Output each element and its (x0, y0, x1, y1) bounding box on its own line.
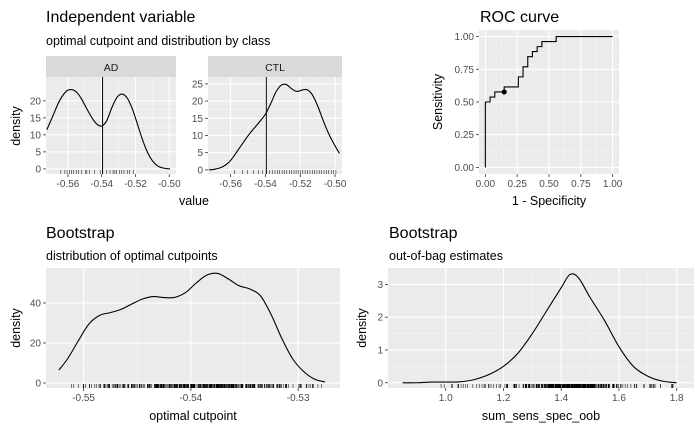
facet-ad-plot: -0.56 -0.54 -0.52 -0.50 0 5 10 15 20 (30, 77, 181, 190)
facet-ctl-plot: -0.56 -0.54 -0.52 -0.50 0 5 10 15 20 25 (192, 77, 347, 190)
facet-strip-ctl (208, 56, 342, 77)
y-tick-label: 0 (197, 165, 203, 176)
y-tick-label: 10 (192, 131, 204, 142)
chart-subtitle: distribution of optimal cutpoints (46, 249, 218, 263)
chart-subtitle: out-of-bag estimates (389, 249, 503, 263)
x-tick-label: -0.56 (57, 179, 80, 190)
y-tick-label: 0 (377, 378, 383, 389)
x-axis-title: value (179, 194, 209, 208)
x-axis-title: optimal cutpoint (149, 409, 237, 423)
x-tick-label: 1.0 (439, 393, 453, 404)
chart-title: Bootstrap (46, 225, 115, 242)
bootstrap-cutpoints-plot: -0.55 -0.54 -0.53 0 20 40 (30, 268, 340, 404)
x-tick-label: -0.56 (219, 179, 242, 190)
x-tick-label: -0.53 (287, 393, 310, 404)
x-tick-label: 1.00 (603, 179, 623, 190)
roc-plot: 0.00 0.25 0.50 0.75 1.00 0.00 0.25 0.50 0.75 1.00 (455, 30, 623, 190)
bootstrap-cutpoints-panel: Bootstrap distribution of optimal cutpoi… (9, 225, 340, 423)
x-tick-label: -0.52 (289, 179, 312, 190)
x-tick-label: -0.54 (254, 179, 277, 190)
x-tick-label: -0.50 (158, 179, 181, 190)
chart-subtitle: optimal cutpoint and distribution by cla… (46, 34, 270, 48)
y-axis-title: density (355, 307, 369, 347)
y-tick-label: 3 (377, 280, 383, 291)
x-axis-title: 1 - Specificity (512, 194, 587, 208)
x-tick-label: -0.52 (124, 179, 147, 190)
facet-ctl-plot-area (208, 77, 342, 174)
y-tick-label: 0 (35, 164, 41, 175)
x-tick-label: -0.54 (179, 393, 202, 404)
y-tick-label: 20 (30, 339, 42, 350)
bootstrap-cutpoints-plot-area (46, 268, 340, 388)
chart-title: Bootstrap (389, 225, 458, 242)
density-curve (46, 88, 171, 170)
x-tick-label: -0.50 (324, 179, 347, 190)
y-tick-label: 1 (377, 345, 383, 356)
optimal-cutpoint-point (501, 89, 507, 95)
x-tick-label: 1.4 (554, 393, 568, 404)
bootstrap-oob-panel: Bootstrap out-of-bag estimates 1.0 1.2 1.4… (355, 225, 694, 423)
y-axis-title: density (9, 307, 23, 347)
y-tick-label: 20 (192, 97, 204, 108)
x-tick-label: -0.55 (72, 393, 95, 404)
x-tick-label: 1.8 (670, 393, 684, 404)
bootstrap-oob-plot: 1.0 1.2 1.4 1.6 1.8 0 1 2 3 (377, 268, 694, 404)
x-tick-label: -0.54 (90, 179, 113, 190)
y-axis-title: Sensitivity (431, 73, 445, 130)
facet-strip-ctl-label: CTL (265, 62, 285, 74)
roc-curve-line (484, 36, 613, 168)
y-tick-label: 5 (197, 148, 203, 159)
y-tick-label: 10 (30, 130, 42, 141)
y-axis-title: density (9, 105, 23, 145)
x-tick-label: 0.00 (476, 179, 496, 190)
independent-variable-panel: Independent variable optimal cutpoint an… (9, 9, 347, 208)
y-tick-label: 0.50 (455, 98, 475, 109)
y-tick-label: 20 (30, 96, 42, 107)
y-tick-label: 25 (192, 79, 204, 90)
y-tick-label: 5 (35, 147, 41, 158)
x-tick-label: 0.25 (507, 179, 527, 190)
chart-title: ROC curve (480, 9, 559, 26)
chart-title: Independent variable (46, 9, 196, 26)
facet-strip-ad-label: AD (104, 62, 119, 74)
y-tick-label: 2 (377, 313, 383, 324)
facet-strip-ad (46, 56, 176, 77)
y-tick-label: 15 (30, 113, 42, 124)
density-curve (58, 272, 326, 383)
roc-curve-panel: ROC curve 0.00 0.25 0.50 0.75 1.000.000.250.… (431, 9, 623, 208)
y-tick-label: 0.75 (455, 65, 475, 76)
x-tick-label: 1.6 (612, 393, 626, 404)
y-tick-label: 40 (30, 299, 42, 310)
x-axis-title: sum_sens_spec_oob (482, 409, 600, 423)
density-curve (208, 83, 340, 171)
y-tick-label: 0 (35, 379, 41, 390)
y-tick-label: 0.00 (455, 163, 475, 174)
bootstrap-oob-plot-area (388, 268, 694, 388)
y-tick-label: 1.00 (455, 32, 475, 43)
x-tick-label: 1.2 (497, 393, 511, 404)
y-tick-label: 0.25 (455, 130, 475, 141)
density-curve (402, 273, 677, 384)
x-tick-label: 0.50 (539, 179, 559, 190)
x-tick-label: 0.75 (571, 179, 591, 190)
y-tick-label: 15 (192, 114, 204, 125)
